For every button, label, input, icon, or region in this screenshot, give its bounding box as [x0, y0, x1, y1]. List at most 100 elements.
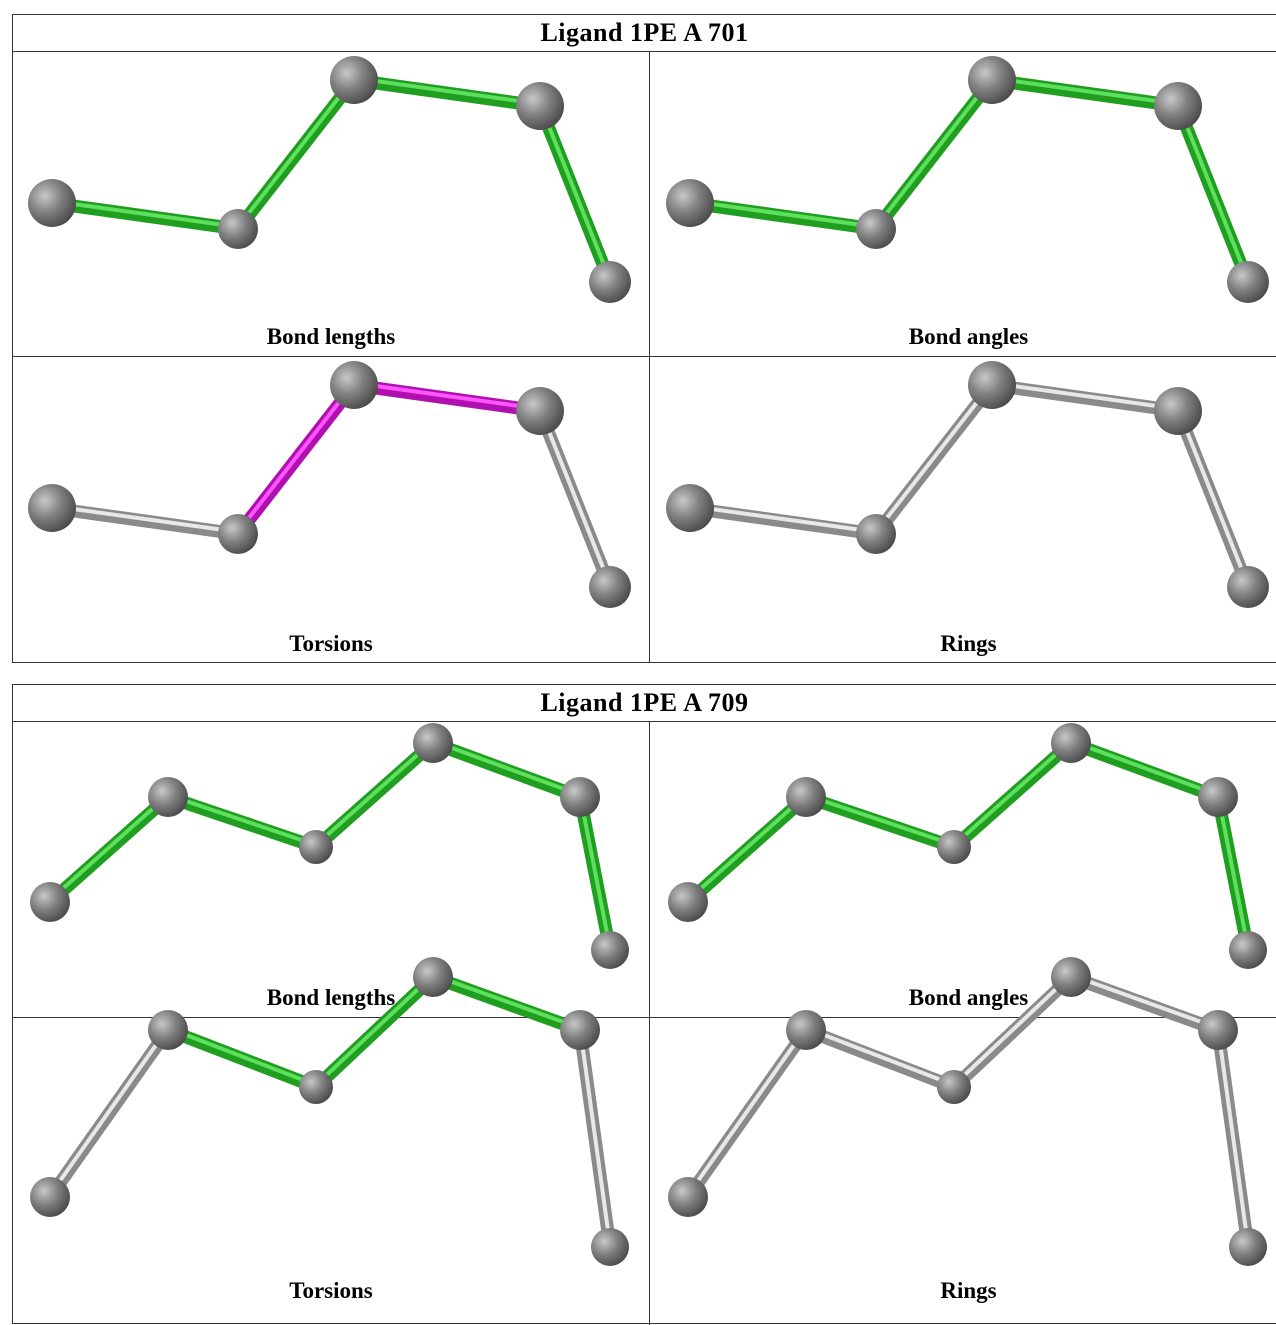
atom — [786, 777, 826, 817]
image-cell: Bond lengths — [13, 721, 650, 1018]
panel-title: Ligand 1PE A 701 — [13, 15, 1276, 52]
bond-highlight — [236, 76, 356, 229]
atom — [560, 1010, 600, 1050]
atom — [1227, 566, 1269, 608]
bond-highlight — [688, 504, 878, 534]
image-cell: Bond angles — [650, 721, 1276, 1018]
atom — [516, 387, 564, 435]
atom — [30, 1177, 70, 1217]
atom — [1198, 1010, 1238, 1050]
bond-highlight — [688, 199, 878, 229]
atom — [1198, 777, 1238, 817]
bond-highlight — [431, 739, 582, 797]
bond-highlight — [874, 76, 994, 229]
atom — [218, 514, 258, 554]
bond-highlight — [804, 793, 956, 847]
bond-highlight — [314, 739, 435, 847]
bond-highlight — [352, 76, 542, 106]
bond-highlight — [166, 793, 318, 847]
bond-highlight — [314, 973, 435, 1087]
caption: Bond lengths — [266, 324, 396, 349]
atom — [856, 209, 896, 249]
atom — [968, 56, 1016, 104]
atom — [1227, 261, 1269, 303]
caption: Bond angles — [908, 985, 1029, 1010]
image-cell: Rings — [650, 357, 1276, 663]
bond-highlight — [431, 973, 582, 1030]
atom — [668, 882, 708, 922]
bond-highlight — [990, 381, 1180, 411]
atom — [413, 957, 453, 997]
bond-highlight — [50, 504, 240, 534]
atom — [786, 1010, 826, 1050]
atom — [299, 830, 333, 864]
atom — [28, 484, 76, 532]
bond-highlight — [352, 381, 542, 411]
atom — [218, 209, 258, 249]
bond-highlight — [1216, 793, 1250, 950]
atom — [299, 1070, 333, 1104]
ligand-panel: Ligand 1PE A 701 Bond lengths Bond angle… — [12, 14, 1276, 663]
image-cell: Torsions — [13, 1018, 650, 1325]
atom — [1154, 82, 1202, 130]
atom — [1154, 387, 1202, 435]
atom — [1229, 931, 1267, 969]
atom — [937, 1070, 971, 1104]
caption: Bond lengths — [266, 985, 396, 1010]
bond-highlight — [1069, 973, 1220, 1030]
atom — [668, 1177, 708, 1217]
atom — [591, 1228, 629, 1266]
bond-highlight — [1216, 1026, 1250, 1247]
bond-highlight — [1176, 407, 1250, 587]
atom — [330, 56, 378, 104]
atom — [330, 361, 378, 409]
image-cell: Torsions — [13, 357, 650, 663]
bond-highlight — [538, 102, 612, 282]
bond-highlight — [952, 973, 1073, 1087]
bond-highlight — [48, 793, 170, 902]
caption: Torsions — [289, 1278, 373, 1303]
atom — [560, 777, 600, 817]
caption: Bond angles — [908, 324, 1029, 349]
atom — [413, 723, 453, 763]
bond-highlight — [804, 1026, 956, 1087]
bond-highlight — [578, 793, 612, 950]
atom — [1051, 957, 1091, 997]
atom — [937, 830, 971, 864]
bond-highlight — [50, 199, 240, 229]
caption: Rings — [940, 631, 997, 656]
atom — [968, 361, 1016, 409]
caption: Torsions — [289, 631, 373, 656]
bond-highlight — [538, 407, 612, 587]
atom — [30, 882, 70, 922]
atom — [589, 566, 631, 608]
bond-highlight — [1176, 102, 1250, 282]
atom — [856, 514, 896, 554]
image-cell: Bond lengths — [13, 51, 650, 357]
bond-highlight — [686, 1026, 808, 1197]
atom — [666, 179, 714, 227]
atom — [28, 179, 76, 227]
atom — [148, 777, 188, 817]
atom — [589, 261, 631, 303]
bond-highlight — [236, 381, 356, 534]
bond-highlight — [578, 1026, 612, 1247]
atom — [1229, 1228, 1267, 1266]
caption: Rings — [940, 1278, 997, 1303]
image-cell: Bond angles — [650, 51, 1276, 357]
bond-highlight — [990, 76, 1180, 106]
atom — [1051, 723, 1091, 763]
atom — [148, 1010, 188, 1050]
bond-highlight — [166, 1026, 318, 1087]
bond-highlight — [686, 793, 808, 902]
atom — [666, 484, 714, 532]
bond-highlight — [48, 1026, 170, 1197]
image-cell: Rings — [650, 1018, 1276, 1325]
bond-highlight — [1069, 739, 1220, 797]
bond-highlight — [952, 739, 1073, 847]
atom — [516, 82, 564, 130]
atom — [591, 931, 629, 969]
panel-title: Ligand 1PE A 709 — [13, 685, 1276, 722]
